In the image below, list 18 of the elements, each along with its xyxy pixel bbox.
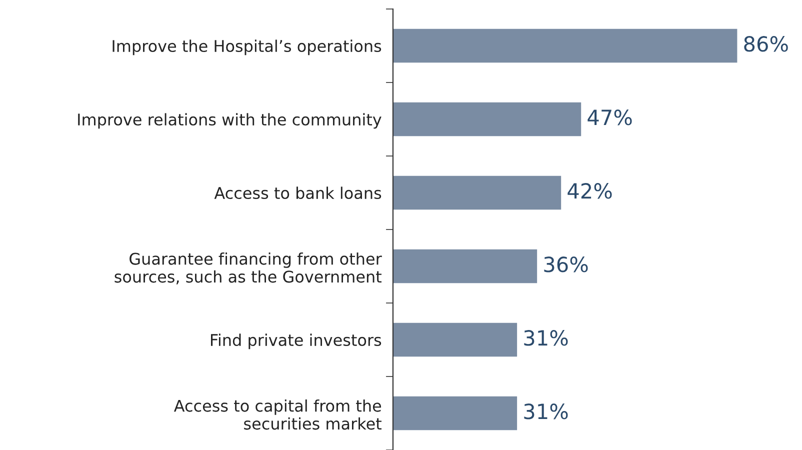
data-label: 36% [544, 256, 588, 272]
bar [392, 396, 518, 430]
bar [392, 176, 562, 210]
data-label: 31% [524, 330, 568, 346]
data-label: 42% [568, 183, 612, 199]
y-tick-label: Improve relations with the community [78, 113, 382, 129]
data-label: 47% [588, 110, 632, 126]
y-tick-label: Access to bank loans [214, 186, 382, 200]
data-label: 86% [744, 36, 788, 52]
y-tick-label: Guarantee financing from other sources, such as the Government [114, 252, 382, 284]
y-tick-label: Find private investors [211, 334, 382, 350]
y-tick-label: Improve the Hospital’s operations [112, 40, 382, 56]
y-tick-label: Access to capital from the securities market [174, 399, 382, 430]
bar [392, 102, 582, 136]
bar [392, 28, 738, 63]
bar [392, 322, 518, 357]
bar [392, 249, 538, 284]
data-label: 31% [524, 404, 568, 420]
